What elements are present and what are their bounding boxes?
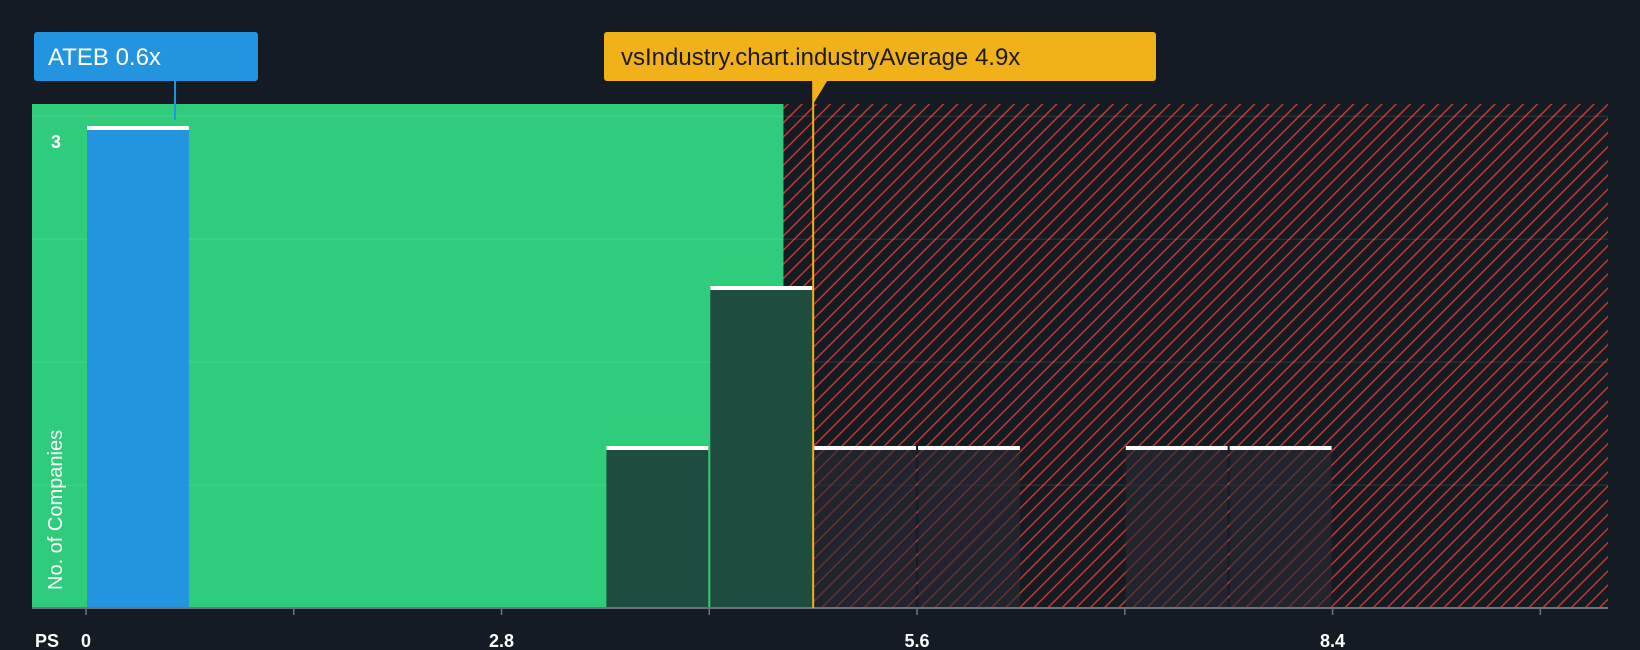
x-tick-label: 2.8 <box>489 631 514 650</box>
histogram-bar <box>710 286 813 608</box>
bar-cap <box>87 126 189 130</box>
bar-fill <box>814 448 917 608</box>
bar-cap <box>606 446 709 450</box>
x-axis-title: PS <box>35 631 59 650</box>
bar-cap <box>814 446 917 450</box>
histogram-bars <box>87 126 1332 608</box>
histogram-bar <box>606 446 709 608</box>
markers: vsIndustry.chart.industryAverage 4.9x ATE… <box>34 32 1156 608</box>
histogram-bar <box>814 446 917 608</box>
histogram-bar <box>1229 446 1332 608</box>
histogram-bar <box>87 126 189 608</box>
bar-fill <box>1229 448 1332 608</box>
x-axis: 02.85.68.411.214+3 <box>32 132 1608 650</box>
company-label: ATEB 0.6x <box>48 44 161 71</box>
bar-cap <box>1229 446 1332 450</box>
company-callout <box>34 32 258 81</box>
bar-fill <box>87 128 189 608</box>
x-tick-label: 0 <box>81 631 91 650</box>
bar-cap <box>710 286 813 290</box>
industry-callout-pointer <box>813 81 828 104</box>
histogram-bar <box>918 446 1020 608</box>
bar-cap <box>1125 446 1228 450</box>
histogram-bar <box>1125 446 1228 608</box>
x-tick-label: 5.6 <box>905 631 930 650</box>
industry-average-callout <box>604 32 1156 81</box>
bar-fill <box>606 448 709 608</box>
industry-average-marker: vsIndustry.chart.industryAverage 4.9x <box>604 32 1156 608</box>
bar-fill <box>710 288 813 608</box>
company-marker: ATEB 0.6x <box>34 32 258 120</box>
bar-fill <box>1125 448 1228 608</box>
x-tick-label: 8.4 <box>1320 631 1345 650</box>
bar-fill <box>918 448 1020 608</box>
y-tick-label: 3 <box>51 132 61 152</box>
industry-average-label: vsIndustry.chart.industryAverage 4.9x <box>621 44 1020 71</box>
bar-cap <box>918 446 1020 450</box>
y-axis-title: No. of Companies <box>45 430 67 590</box>
